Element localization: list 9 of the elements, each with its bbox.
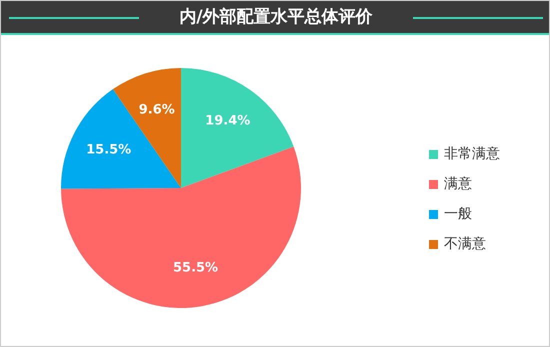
data-label: 55.5% bbox=[172, 260, 218, 276]
data-label: 9.6% bbox=[138, 102, 175, 118]
legend-label: 满意 bbox=[444, 175, 472, 193]
legend-label: 一般 bbox=[444, 205, 472, 223]
legend-label: 不满意 bbox=[444, 235, 486, 253]
chart-title: 内/外部配置水平总体评价 bbox=[1, 1, 550, 33]
legend-label: 非常满意 bbox=[444, 145, 500, 163]
data-label: 15.5% bbox=[86, 142, 132, 158]
data-label: 19.4% bbox=[205, 113, 250, 128]
